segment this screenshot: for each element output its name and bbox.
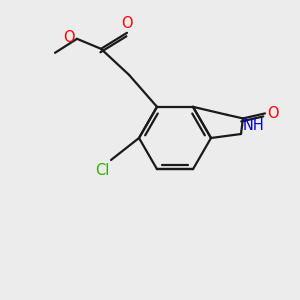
Text: O: O xyxy=(63,30,75,45)
Text: O: O xyxy=(267,106,279,121)
Text: O: O xyxy=(121,16,133,31)
Text: NH: NH xyxy=(243,118,265,133)
Text: Cl: Cl xyxy=(94,163,109,178)
